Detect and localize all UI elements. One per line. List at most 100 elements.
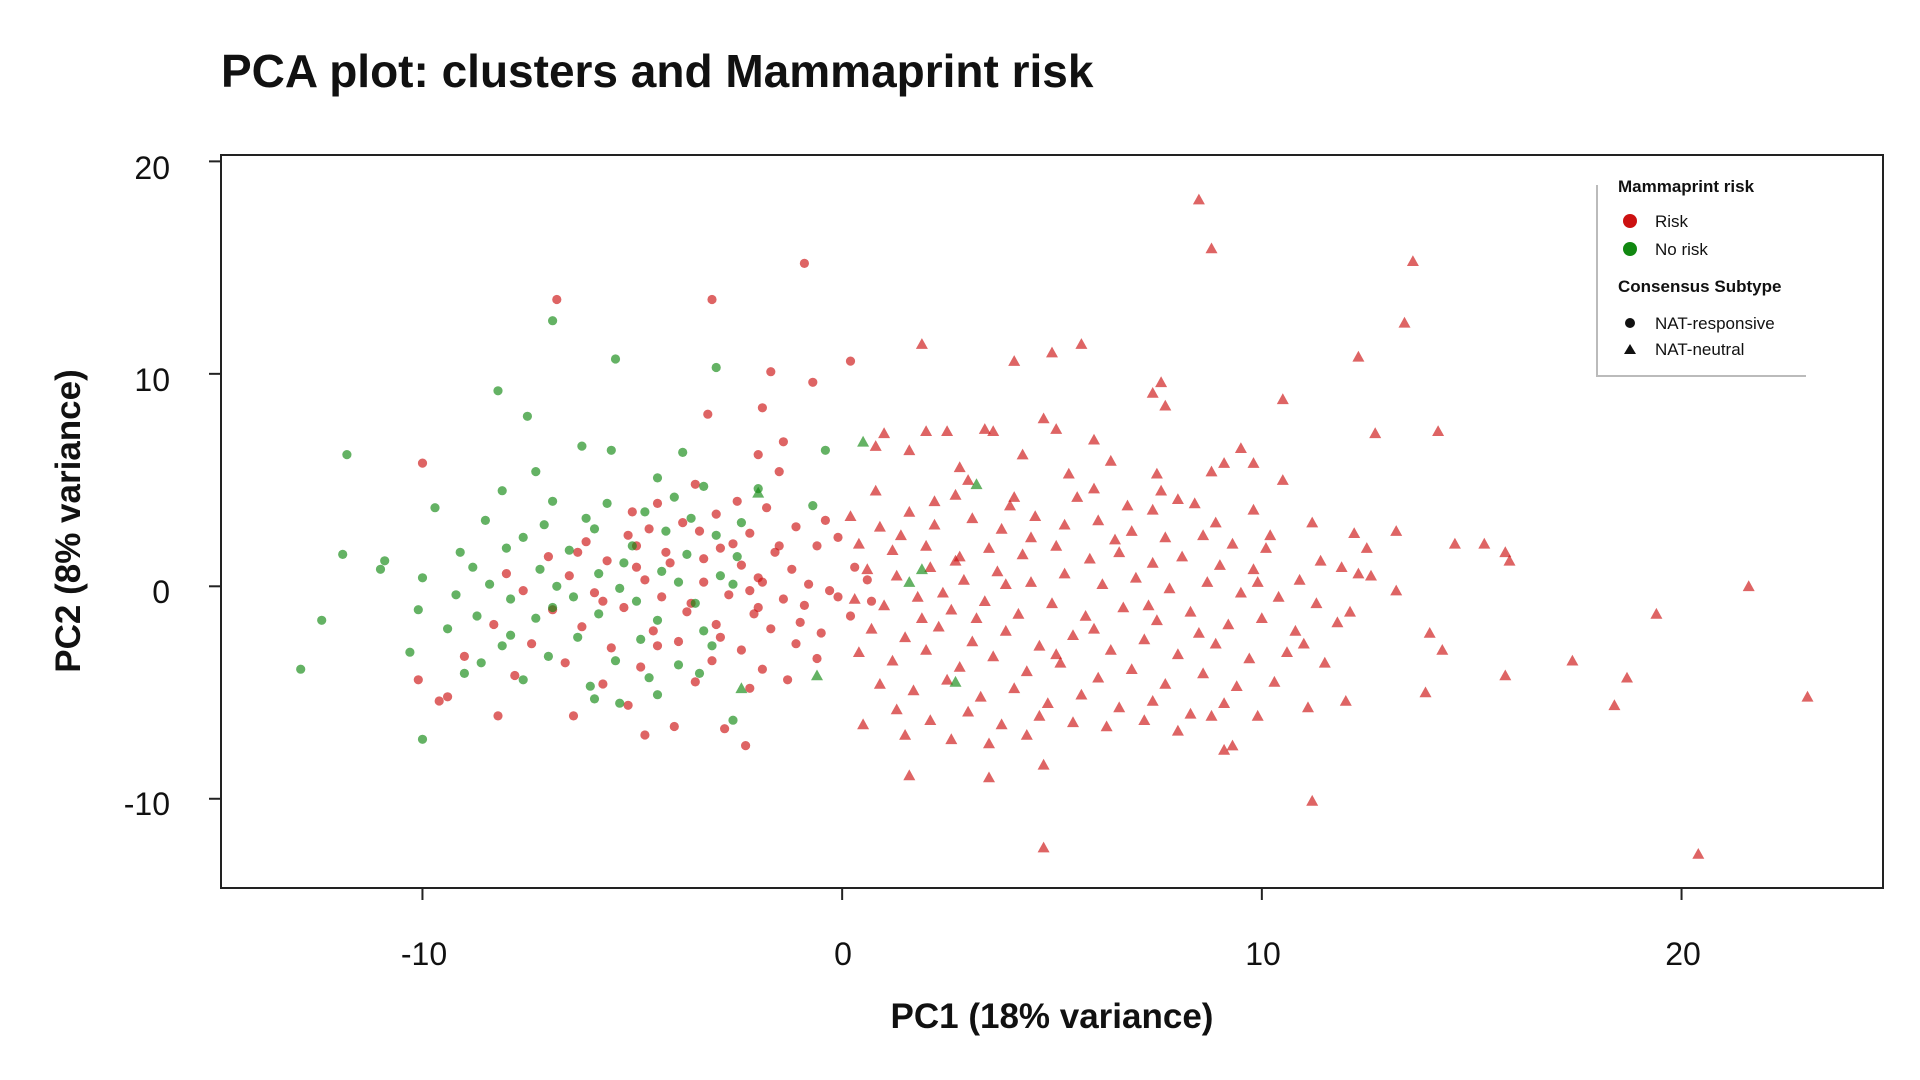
point-circle: [434, 696, 444, 706]
point-triangle: [1406, 255, 1419, 266]
point-triangle: [1264, 529, 1277, 541]
point-circle: [568, 592, 579, 602]
point-triangle: [1268, 675, 1281, 687]
x-axis: -10 0 10 20: [401, 888, 1701, 972]
point-circle: [543, 552, 554, 562]
point-circle: [573, 632, 583, 642]
point-triangle: [1016, 548, 1029, 560]
point-triangle: [1113, 701, 1126, 713]
point-circle: [413, 605, 423, 615]
point-circle: [690, 598, 700, 608]
point-triangle: [1184, 707, 1197, 719]
point-triangle: [1150, 614, 1163, 626]
point-circle: [862, 575, 872, 585]
point-triangle: [1306, 794, 1319, 806]
point-triangle: [953, 461, 966, 473]
point-triangle: [1192, 193, 1205, 205]
point-circle: [833, 532, 843, 543]
point-triangle: [911, 590, 924, 602]
point-circle: [648, 626, 658, 636]
point-circle: [732, 552, 742, 562]
point-triangle: [928, 495, 941, 507]
point-triangle: [1096, 578, 1109, 589]
point-triangle: [1621, 671, 1633, 683]
point-triangle: [1088, 622, 1100, 634]
point-circle: [799, 600, 810, 611]
point-circle: [694, 668, 705, 679]
point-triangle: [1390, 584, 1403, 596]
point-circle: [694, 526, 705, 536]
point-triangle: [1121, 499, 1134, 511]
point-circle: [808, 501, 818, 511]
point-triangle: [852, 537, 865, 549]
plot-frame: [220, 154, 1884, 889]
point-circle: [485, 579, 495, 589]
point-triangle: [735, 682, 748, 694]
point-circle: [585, 681, 595, 691]
point-triangle: [945, 733, 958, 745]
point-circle: [741, 741, 751, 751]
point-circle: [548, 496, 558, 506]
point-triangle: [811, 669, 823, 681]
point-triangle: [1209, 637, 1222, 649]
point-circle: [799, 258, 810, 268]
point-circle: [661, 547, 671, 557]
point-triangle: [869, 484, 882, 496]
point-triangle: [999, 578, 1012, 589]
point-circle: [711, 362, 721, 373]
point-circle: [699, 626, 709, 636]
point-triangle: [987, 425, 1000, 436]
point-triangle: [1218, 457, 1231, 468]
point-triangle: [983, 737, 995, 749]
point-triangle: [873, 520, 886, 532]
point-triangle: [978, 595, 991, 606]
point-triangle: [890, 569, 903, 581]
point-circle: [778, 437, 789, 447]
point-triangle: [1176, 550, 1189, 562]
legend-norisk-label: No risk: [1655, 240, 1708, 259]
point-circle: [715, 632, 726, 642]
point-circle: [673, 636, 684, 647]
point-triangle: [861, 563, 874, 575]
point-circle: [552, 294, 562, 305]
chart-title: PCA plot: clusters and Mammaprint risk: [221, 45, 1094, 97]
point-triangle: [1054, 656, 1067, 668]
point-triangle: [1243, 652, 1256, 664]
point-circle: [673, 577, 684, 587]
point-triangle: [962, 474, 975, 485]
point-circle: [543, 651, 554, 662]
point-circle: [531, 613, 541, 623]
point-triangle: [924, 714, 937, 725]
point-circle: [753, 602, 763, 613]
point-triangle: [1218, 697, 1231, 708]
point-triangle: [1499, 546, 1512, 558]
point-triangle: [1608, 699, 1621, 711]
point-triangle: [1201, 576, 1214, 587]
point-triangle: [1159, 399, 1172, 411]
point-triangle: [1020, 665, 1033, 677]
point-circle: [636, 634, 646, 645]
point-triangle: [1071, 491, 1084, 502]
point-triangle: [1226, 739, 1239, 751]
point-circle: [640, 507, 650, 517]
point-circle: [589, 694, 600, 704]
point-triangle: [1398, 316, 1411, 328]
point-triangle: [1041, 697, 1054, 708]
point-circle: [594, 609, 604, 619]
point-circle: [535, 564, 545, 574]
point-circle: [707, 641, 717, 651]
point-triangle: [1037, 412, 1050, 424]
point-circle: [724, 590, 734, 600]
point-circle: [791, 639, 801, 649]
point-circle: [703, 409, 713, 419]
point-triangle: [1226, 537, 1239, 549]
point-triangle: [915, 563, 928, 575]
point-triangle: [869, 440, 882, 451]
point-circle: [787, 564, 797, 574]
point-triangle: [899, 729, 912, 740]
point-triangle: [1163, 582, 1176, 594]
point-circle: [783, 675, 793, 685]
point-circle: [804, 579, 814, 589]
point-circle: [476, 658, 486, 668]
point-triangle: [983, 771, 995, 783]
